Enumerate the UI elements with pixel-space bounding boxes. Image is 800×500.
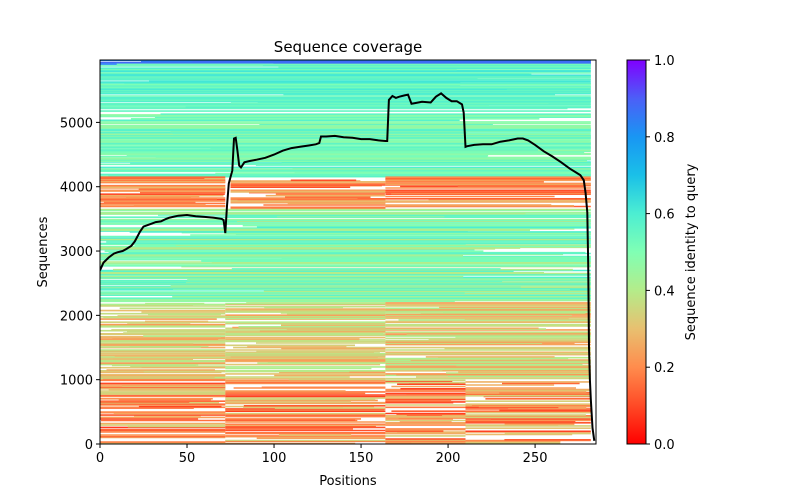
y-tick-label: 0 xyxy=(85,438,93,453)
plot-frame xyxy=(99,59,597,445)
y-tick-label: 2000 xyxy=(60,309,93,324)
colorbar-tick-label: 0.0 xyxy=(654,438,675,453)
chart-title: Sequence coverage xyxy=(274,38,422,56)
colorbar-tick-label: 0.8 xyxy=(654,131,675,146)
colorbar-ticks: 0.0 0.2 0.4 0.6 0.8 1.0 xyxy=(646,54,675,453)
colorbar-tick-label: 0.6 xyxy=(654,208,675,223)
x-axis: 0 50 100 150 200 250 xyxy=(96,444,548,466)
colorbar-tick-label: 1.0 xyxy=(654,54,675,69)
y-axis-label: Sequences xyxy=(36,216,51,287)
colorbar-label: Sequence identity to query xyxy=(684,163,699,340)
alignment-lines xyxy=(100,60,591,444)
x-tick-label: 50 xyxy=(179,451,196,466)
x-tick-label: 150 xyxy=(349,451,374,466)
y-tick-label: 5000 xyxy=(60,116,93,131)
x-tick-label: 100 xyxy=(262,451,287,466)
x-tick-label: 200 xyxy=(436,451,461,466)
x-tick-label: 0 xyxy=(96,451,104,466)
coverage-line xyxy=(100,92,596,441)
y-axis: 0 1000 2000 3000 4000 5000 xyxy=(60,116,100,453)
y-tick-label: 3000 xyxy=(60,245,93,260)
colorbar-tick-label: 0.2 xyxy=(654,361,675,376)
colorbar-tick-label: 0.4 xyxy=(654,284,675,299)
x-tick-label: 250 xyxy=(523,451,548,466)
x-axis-label: Positions xyxy=(319,474,377,489)
colorbar xyxy=(626,59,647,445)
y-tick-label: 1000 xyxy=(60,374,93,389)
y-tick-label: 4000 xyxy=(60,181,93,196)
